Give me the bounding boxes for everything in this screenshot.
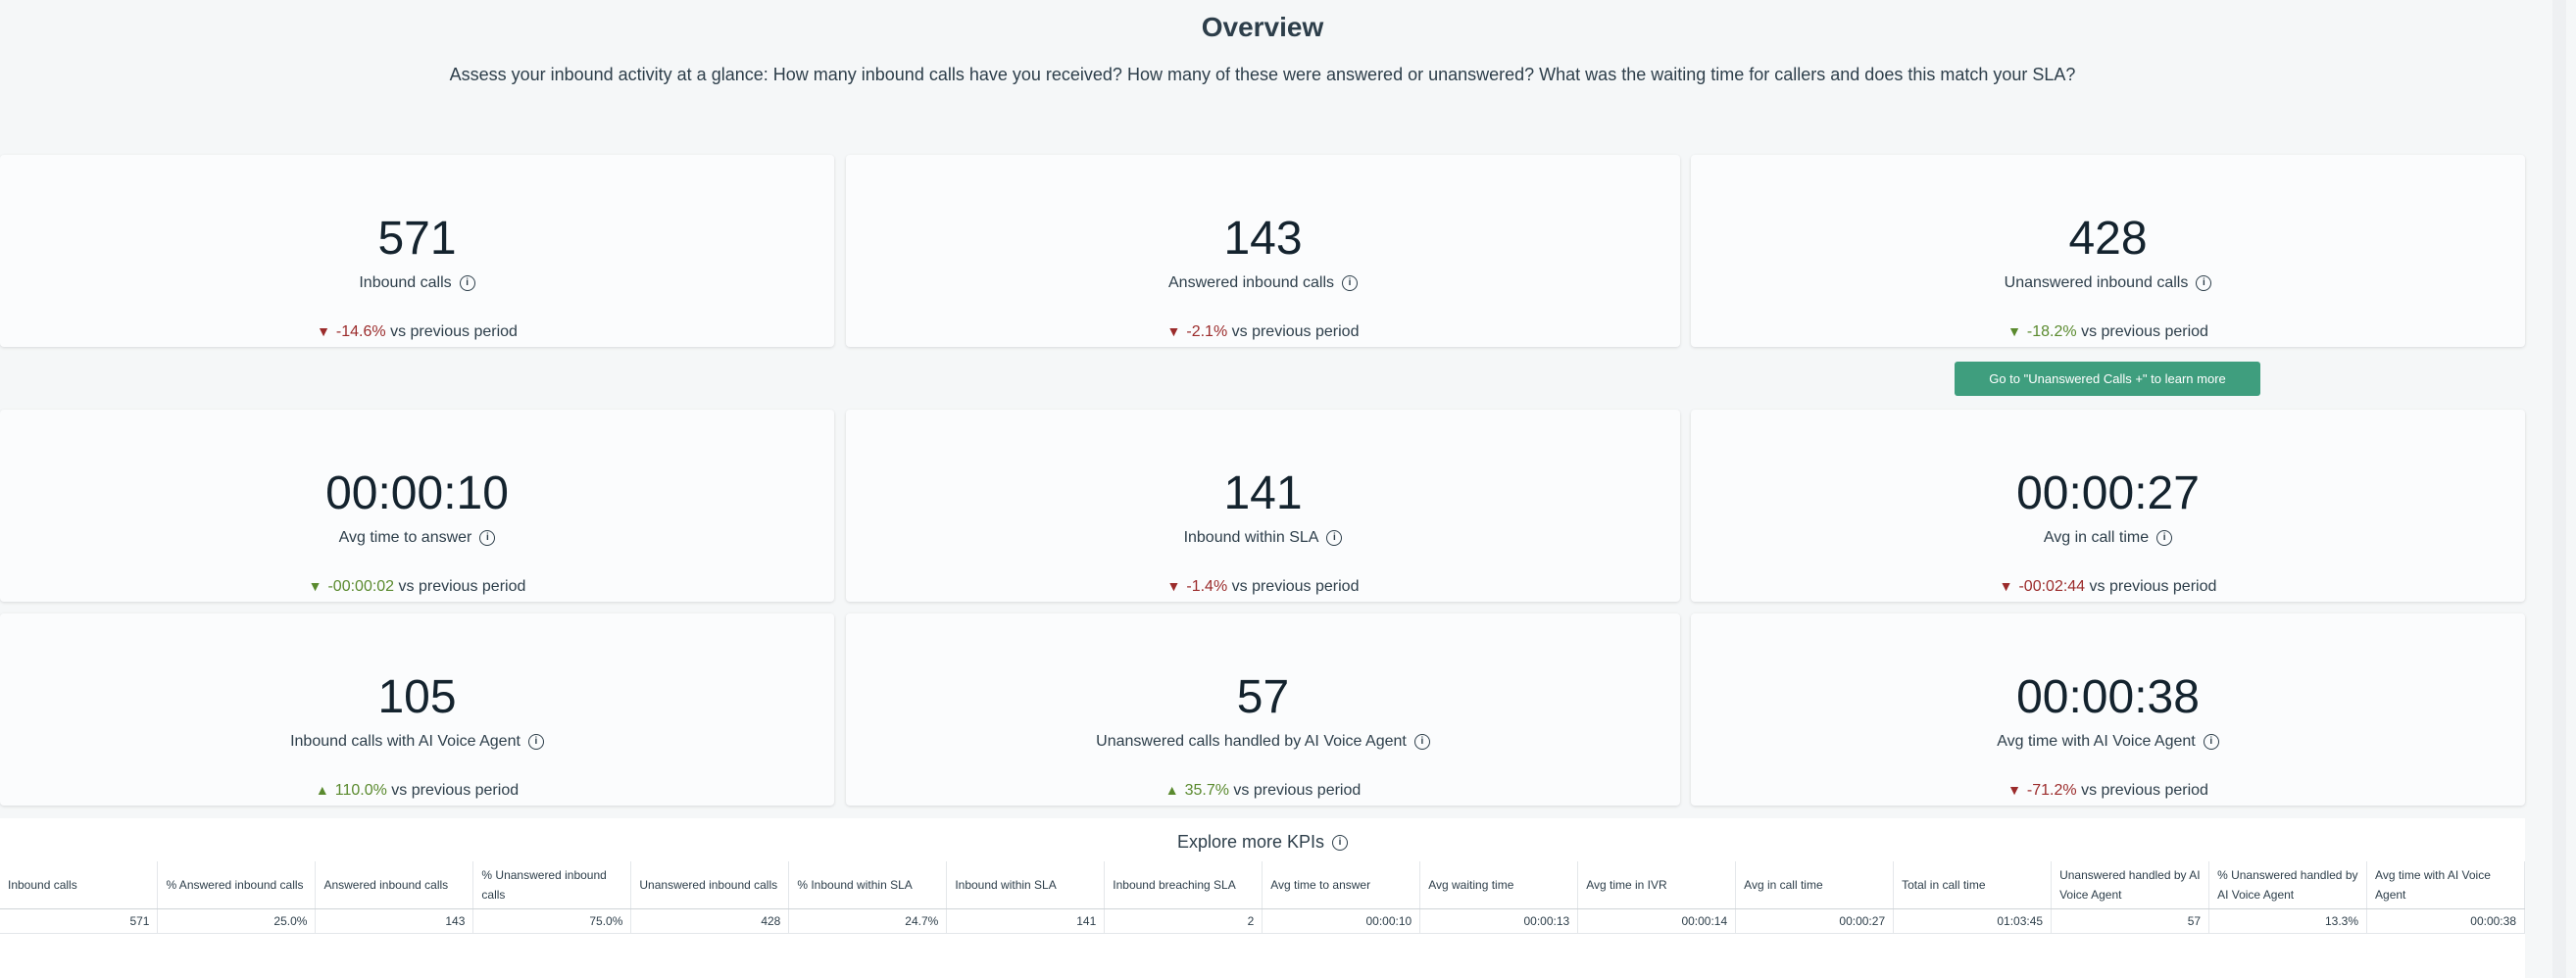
table-cell: 24.7% (788, 908, 948, 934)
kpi-delta: ▲ 110.0% vs previous period (315, 782, 520, 799)
page-title: Overview (1201, 12, 1324, 42)
kpi-card-inbound-ai-voice-agent: 105 Inbound calls with AI Voice Agent i ▲… (0, 613, 834, 806)
kpi-label: Inbound calls with AI Voice Agent (290, 733, 520, 750)
table-cell: 141 (946, 908, 1106, 934)
column-header[interactable]: Avg in call time (1735, 861, 1895, 909)
info-icon[interactable]: i (1326, 529, 1343, 546)
table-cell: 13.3% (2208, 908, 2368, 934)
kpi-value: 143 (1223, 213, 1303, 265)
table-header-row: Inbound calls % Answered inbound calls A… (0, 861, 2525, 909)
kpi-table: Inbound calls % Answered inbound calls A… (0, 861, 2525, 934)
explore-title: Explore more KPIs (1176, 832, 1325, 852)
triangle-down-icon: ▼ (1999, 578, 2013, 594)
kpi-card-avg-time-to-answer: 00:00:10 Avg time to answer i ▼ -00:00:02 … (0, 410, 834, 602)
table-cell: 428 (630, 908, 790, 934)
triangle-up-icon: ▲ (1164, 782, 1179, 798)
column-header[interactable]: Avg time with AI Voice Agent (2366, 861, 2525, 909)
kpi-delta: ▼ -71.2% vs previous period (2007, 782, 2208, 799)
kpi-card-inbound-calls: 571 Inbound calls i ▼ -14.6% vs previous p… (0, 155, 834, 347)
kpi-card-avg-in-call-time: 00:00:27 Avg in call time i ▼ -00:02:44 vs… (1691, 410, 2525, 602)
vertical-scrollbar[interactable] (2552, 0, 2566, 978)
kpi-delta: ▼ -00:02:44 vs previous period (1999, 578, 2217, 595)
info-icon[interactable]: i (1342, 274, 1358, 291)
kpi-card-unanswered-handled-ai: 57 Unanswered calls handled by AI Voice … (846, 613, 1680, 806)
column-header[interactable]: Avg time in IVR (1577, 861, 1737, 909)
explore-kpis-panel: Explore more KPIs i Inbound calls % Answe… (0, 818, 2525, 978)
info-icon[interactable]: i (479, 529, 496, 546)
table-row: 571 25.0% 143 75.0% 428 24.7% 141 2 00:0… (0, 908, 2525, 934)
kpi-label: Inbound calls (359, 274, 452, 291)
table-cell: 00:00:13 (1419, 908, 1579, 934)
page-subtitle: Assess your inbound activity at a glance… (449, 65, 2076, 84)
table-cell: 00:00:38 (2366, 908, 2525, 934)
triangle-down-icon: ▼ (1166, 323, 1181, 339)
column-header[interactable]: Unanswered inbound calls (630, 861, 790, 909)
triangle-down-icon: ▼ (317, 323, 330, 339)
column-header[interactable]: Inbound calls (0, 861, 159, 909)
table-cell: 00:00:27 (1735, 908, 1895, 934)
kpi-label: Avg time with AI Voice Agent (1997, 733, 2196, 750)
column-header[interactable]: Total in call time (1893, 861, 2053, 909)
column-header[interactable]: Avg time to answer (1262, 861, 1421, 909)
triangle-down-icon: ▼ (1166, 578, 1181, 594)
table-cell: 143 (315, 908, 474, 934)
kpi-delta: ▲ 35.7% vs previous period (1164, 782, 1362, 799)
table-cell: 00:00:14 (1577, 908, 1737, 934)
table-cell: 571 (0, 908, 159, 934)
kpi-label: Inbound within SLA (1183, 529, 1319, 546)
info-icon[interactable]: i (1332, 835, 1349, 852)
kpi-delta: ▼ -18.2% vs previous period (2007, 323, 2208, 340)
unanswered-calls-link-button[interactable]: Go to "Unanswered Calls +" to learn more (1955, 362, 2260, 396)
kpi-delta: ▼ -00:00:02 vs previous period (308, 578, 526, 595)
table-cell: 25.0% (157, 908, 317, 934)
kpi-delta: ▼ -1.4% vs previous period (1166, 578, 1360, 595)
column-header[interactable]: % Unanswered handled by AI Voice Agent (2208, 861, 2368, 909)
kpi-label: Unanswered inbound calls (2004, 274, 2189, 291)
table-cell: 00:00:10 (1262, 908, 1421, 934)
kpi-card-inbound-within-sla: 141 Inbound within SLA i ▼ -1.4% vs previo… (846, 410, 1680, 602)
kpi-value: 571 (377, 213, 457, 265)
info-icon[interactable]: i (527, 733, 544, 750)
column-header[interactable]: Avg waiting time (1419, 861, 1579, 909)
kpi-delta: ▼ -14.6% vs previous period (317, 323, 518, 340)
info-icon[interactable]: i (459, 274, 475, 291)
kpi-label: Avg in call time (2043, 529, 2150, 546)
kpi-card-unanswered-inbound-calls: 428 Unanswered inbound calls i ▼ -18.2% vs… (1691, 155, 2525, 347)
kpi-value: 57 (1236, 671, 1290, 723)
table-cell: 2 (1104, 908, 1263, 934)
triangle-down-icon: ▼ (2007, 323, 2021, 339)
column-header[interactable]: % Answered inbound calls (157, 861, 317, 909)
table-cell: 75.0% (472, 908, 632, 934)
triangle-down-icon: ▼ (308, 578, 322, 594)
table-cell: 01:03:45 (1893, 908, 2053, 934)
kpi-value: 105 (377, 671, 457, 723)
kpi-label: Answered inbound calls (1168, 274, 1334, 291)
info-icon[interactable]: i (2156, 529, 2173, 546)
info-icon[interactable]: i (2196, 274, 2212, 291)
column-header[interactable]: Answered inbound calls (315, 861, 474, 909)
kpi-value: 428 (2068, 213, 2148, 265)
info-icon[interactable]: i (1413, 733, 1430, 750)
triangle-up-icon: ▲ (315, 782, 329, 798)
table-cell: 57 (2051, 908, 2210, 934)
kpi-delta: ▼ -2.1% vs previous period (1166, 323, 1360, 340)
kpi-value: 00:00:27 (2016, 467, 2200, 519)
triangle-down-icon: ▼ (2007, 782, 2021, 798)
kpi-label: Avg time to answer (338, 529, 472, 546)
kpi-value: 00:00:10 (325, 467, 509, 519)
kpi-label: Unanswered calls handled by AI Voice Age… (1096, 733, 1407, 750)
kpi-value: 141 (1223, 467, 1303, 519)
column-header[interactable]: Inbound breaching SLA (1104, 861, 1263, 909)
column-header[interactable]: % Unanswered inbound calls (472, 861, 632, 909)
kpi-value: 00:00:38 (2016, 671, 2200, 723)
column-header[interactable]: Inbound within SLA (946, 861, 1106, 909)
kpi-card-answered-inbound-calls: 143 Answered inbound calls i ▼ -2.1% vs pr… (846, 155, 1680, 347)
column-header[interactable]: Unanswered handled by AI Voice Agent (2051, 861, 2210, 909)
info-icon[interactable]: i (2203, 733, 2219, 750)
kpi-card-avg-time-ai-voice-agent: 00:00:38 Avg time with AI Voice Agent i ▼… (1691, 613, 2525, 806)
column-header[interactable]: % Inbound within SLA (788, 861, 948, 909)
